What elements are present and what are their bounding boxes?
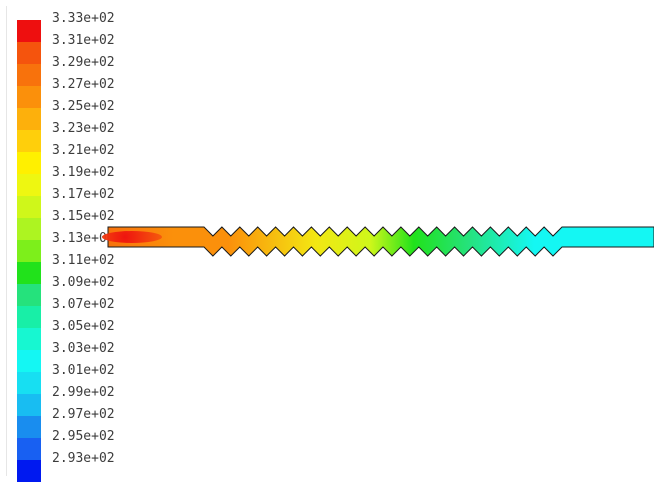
legend-label: 3.17e+02: [52, 187, 115, 202]
legend-swatch: [17, 42, 41, 64]
legend-swatch: [17, 86, 41, 108]
legend-label: 3.13e+02: [52, 231, 115, 246]
legend-label: 3.03e+02: [52, 341, 115, 356]
legend-swatch: [17, 20, 41, 42]
legend-swatch: [17, 196, 41, 218]
legend-label: 3.05e+02: [52, 319, 115, 334]
legend-label: 3.01e+02: [52, 363, 115, 378]
legend-swatch: [17, 218, 41, 240]
legend-label: 3.29e+02: [52, 55, 115, 70]
legend-label: 2.93e+02: [52, 451, 115, 466]
legend-swatch: [17, 438, 41, 460]
legend-swatch: [17, 108, 41, 130]
legend-label: 3.19e+02: [52, 165, 115, 180]
legend-label: 3.09e+02: [52, 275, 115, 290]
legend-swatch: [17, 130, 41, 152]
legend-label: 3.31e+02: [52, 33, 115, 48]
legend-label: 3.21e+02: [52, 143, 115, 158]
frame-border-line: [6, 6, 7, 476]
legend-swatch: [17, 394, 41, 416]
legend-label: 3.15e+02: [52, 209, 115, 224]
legend-swatch: [17, 460, 41, 482]
channel-domain: [107, 226, 654, 257]
legend-swatch: [17, 350, 41, 372]
legend-swatch: [17, 306, 41, 328]
legend-swatch: [17, 64, 41, 86]
legend-swatch: [17, 416, 41, 438]
legend-label: 3.23e+02: [52, 121, 115, 136]
legend-label: 3.07e+02: [52, 297, 115, 312]
legend-label: 2.95e+02: [52, 429, 115, 444]
legend-label: 3.25e+02: [52, 99, 115, 114]
legend-label: 2.97e+02: [52, 407, 115, 422]
legend-swatch: [17, 174, 41, 196]
legend-swatch: [17, 328, 41, 350]
legend-label: 3.11e+02: [52, 253, 115, 268]
legend-swatch: [17, 284, 41, 306]
legend-label: 3.27e+02: [52, 77, 115, 92]
legend-swatch: [17, 240, 41, 262]
legend-label: 2.99e+02: [52, 385, 115, 400]
legend-swatch: [17, 372, 41, 394]
legend-swatch: [17, 152, 41, 174]
legend-swatch: [17, 262, 41, 284]
legend-label: 3.33e+02: [52, 11, 115, 26]
